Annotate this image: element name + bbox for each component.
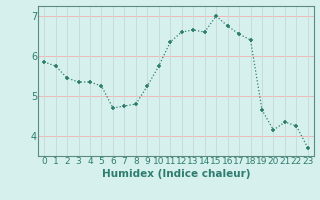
X-axis label: Humidex (Indice chaleur): Humidex (Indice chaleur) — [102, 169, 250, 179]
